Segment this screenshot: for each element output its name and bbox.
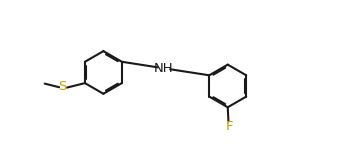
Text: S: S — [58, 80, 67, 93]
Text: NH: NH — [154, 62, 174, 76]
Text: F: F — [226, 120, 233, 133]
